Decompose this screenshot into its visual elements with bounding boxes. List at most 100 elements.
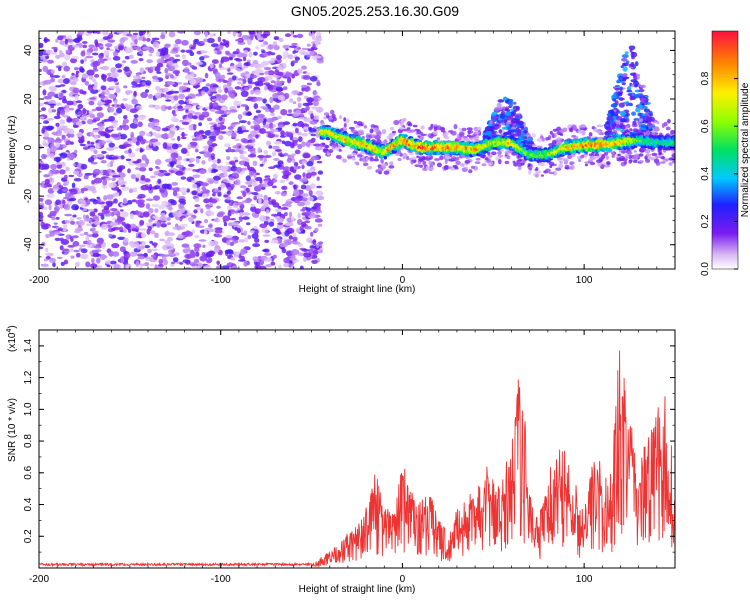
heatmap-halo-blob <box>611 154 615 158</box>
heatmap-noise-blob <box>78 199 86 205</box>
heatmap-noise-blob <box>63 203 71 211</box>
heatmap-noise-blob <box>220 107 229 111</box>
heatmap-noise-blob <box>131 81 138 86</box>
heatmap-noise-blob <box>284 33 292 38</box>
heatmap-halo-blob <box>497 150 502 155</box>
heatmap-noise-blob <box>125 264 131 269</box>
heatmap-halo-blob <box>487 151 491 156</box>
heatmap-noise-blob <box>177 31 186 34</box>
heatmap-noise-blob <box>85 55 94 59</box>
heatmap-noise-blob <box>281 174 289 179</box>
heatmap-noise-blob <box>277 71 284 77</box>
heatmap-noise-blob <box>247 121 251 125</box>
heatmap-noise-blob <box>274 215 279 219</box>
heatmap-noise-blob <box>133 119 138 125</box>
heatmap-noise-blob <box>235 166 243 173</box>
heatmap-noise-blob <box>48 103 57 106</box>
heatmap-noise-blob <box>160 104 168 112</box>
heatmap-halo-blob <box>584 163 589 167</box>
heatmap-noise-blob <box>306 82 312 86</box>
heatmap-plume-blob <box>643 108 651 113</box>
heatmap-noise-blob <box>87 239 92 246</box>
heatmap-noise-blob <box>109 72 119 78</box>
heatmap-noise-blob <box>315 106 324 113</box>
heatmap-noise-blob <box>232 75 237 81</box>
heatmap-plume-blob <box>517 135 525 141</box>
heatmap-noise-blob <box>238 160 245 166</box>
heatmap-noise-blob <box>169 126 178 132</box>
heatmap-halo-blob <box>573 124 577 130</box>
heatmap-noise-blob <box>153 195 160 201</box>
heatmap-noise-blob <box>246 59 251 62</box>
heatmap-noise-blob <box>241 35 249 39</box>
heatmap-noise-blob <box>296 33 304 39</box>
heatmap-noise-blob <box>171 182 179 186</box>
heatmap-noise-blob <box>230 183 235 189</box>
heatmap-noise-blob <box>93 64 98 71</box>
heatmap-noise-blob <box>85 261 91 268</box>
heatmap-noise-blob <box>94 74 100 78</box>
heatmap-noise-blob <box>127 168 131 174</box>
heatmap-noise-blob <box>284 239 292 246</box>
heatmap-noise-blob <box>164 67 169 74</box>
heatmap-noise-blob <box>278 264 282 269</box>
heatmap-noise-blob <box>129 46 134 53</box>
heatmap-noise-blob <box>208 223 213 229</box>
heatmap-noise-blob <box>43 131 49 138</box>
heatmap-noise-blob <box>59 49 63 56</box>
heatmap-noise-blob <box>138 36 144 41</box>
heatmap-noise-blob <box>244 145 253 149</box>
heatmap-noise-blob <box>82 214 87 220</box>
heatmap-noise-blob <box>160 134 165 138</box>
heatmap-noise-blob <box>161 127 169 132</box>
heatmap-noise-blob <box>303 252 312 258</box>
heatmap-noise-blob <box>299 225 304 232</box>
heatmap-plume-blob <box>631 51 635 55</box>
heatmap-noise-blob <box>274 141 282 145</box>
heatmap-noise-blob <box>209 126 215 133</box>
heatmap-noise-blob <box>133 114 139 119</box>
heatmap-noise-blob <box>251 181 258 187</box>
heatmap-noise-blob <box>297 102 302 109</box>
heatmap-halo-blob <box>455 160 461 165</box>
heatmap-noise-blob <box>207 139 213 146</box>
heatmap-halo-blob <box>414 164 421 168</box>
heatmap-noise-blob <box>229 65 237 70</box>
heatmap-noise-blob <box>235 48 240 54</box>
heatmap-noise-blob <box>62 224 68 228</box>
heatmap-halo-blob <box>603 151 609 156</box>
heatmap-halo-blob <box>584 161 591 164</box>
heatmap-noise-blob <box>92 119 97 123</box>
heatmap-noise-blob <box>195 93 203 97</box>
heatmap-noise-blob <box>245 158 250 163</box>
heatmap-noise-blob <box>164 43 171 49</box>
heatmap-noise-blob <box>265 176 269 180</box>
heatmap-noise-blob <box>112 175 121 178</box>
heatmap-halo-blob <box>667 118 671 124</box>
heatmap-noise-blob <box>63 259 69 265</box>
heatmap-noise-blob <box>105 133 110 138</box>
heatmap-halo-blob <box>436 162 442 168</box>
heatmap-noise-blob <box>215 228 223 234</box>
heatmap-noise-blob <box>50 77 55 83</box>
heatmap-noise-blob <box>270 239 279 244</box>
heatmap-noise-blob <box>135 141 140 146</box>
heatmap-halo-blob <box>660 156 666 160</box>
heatmap-noise-blob <box>218 63 223 69</box>
heatmap-noise-blob <box>230 257 236 261</box>
heatmap-noise-blob <box>53 115 61 120</box>
heatmap-noise-blob <box>84 80 90 86</box>
heatmap-noise-blob <box>292 122 298 127</box>
heatmap-plume-blob <box>514 114 520 118</box>
heatmap-noise-blob <box>119 226 124 231</box>
heatmap-noise-blob <box>237 126 243 132</box>
heatmap-noise-blob <box>195 135 204 141</box>
heatmap-noise-blob <box>101 150 107 154</box>
heatmap-noise-blob <box>106 47 110 51</box>
heatmap-noise-blob <box>77 111 83 115</box>
heatmap-noise-blob <box>99 45 104 48</box>
heatmap-noise-blob <box>284 212 288 217</box>
heatmap-noise-blob <box>177 155 182 161</box>
heatmap-halo-blob <box>356 121 363 126</box>
heatmap-noise-blob <box>187 113 194 119</box>
